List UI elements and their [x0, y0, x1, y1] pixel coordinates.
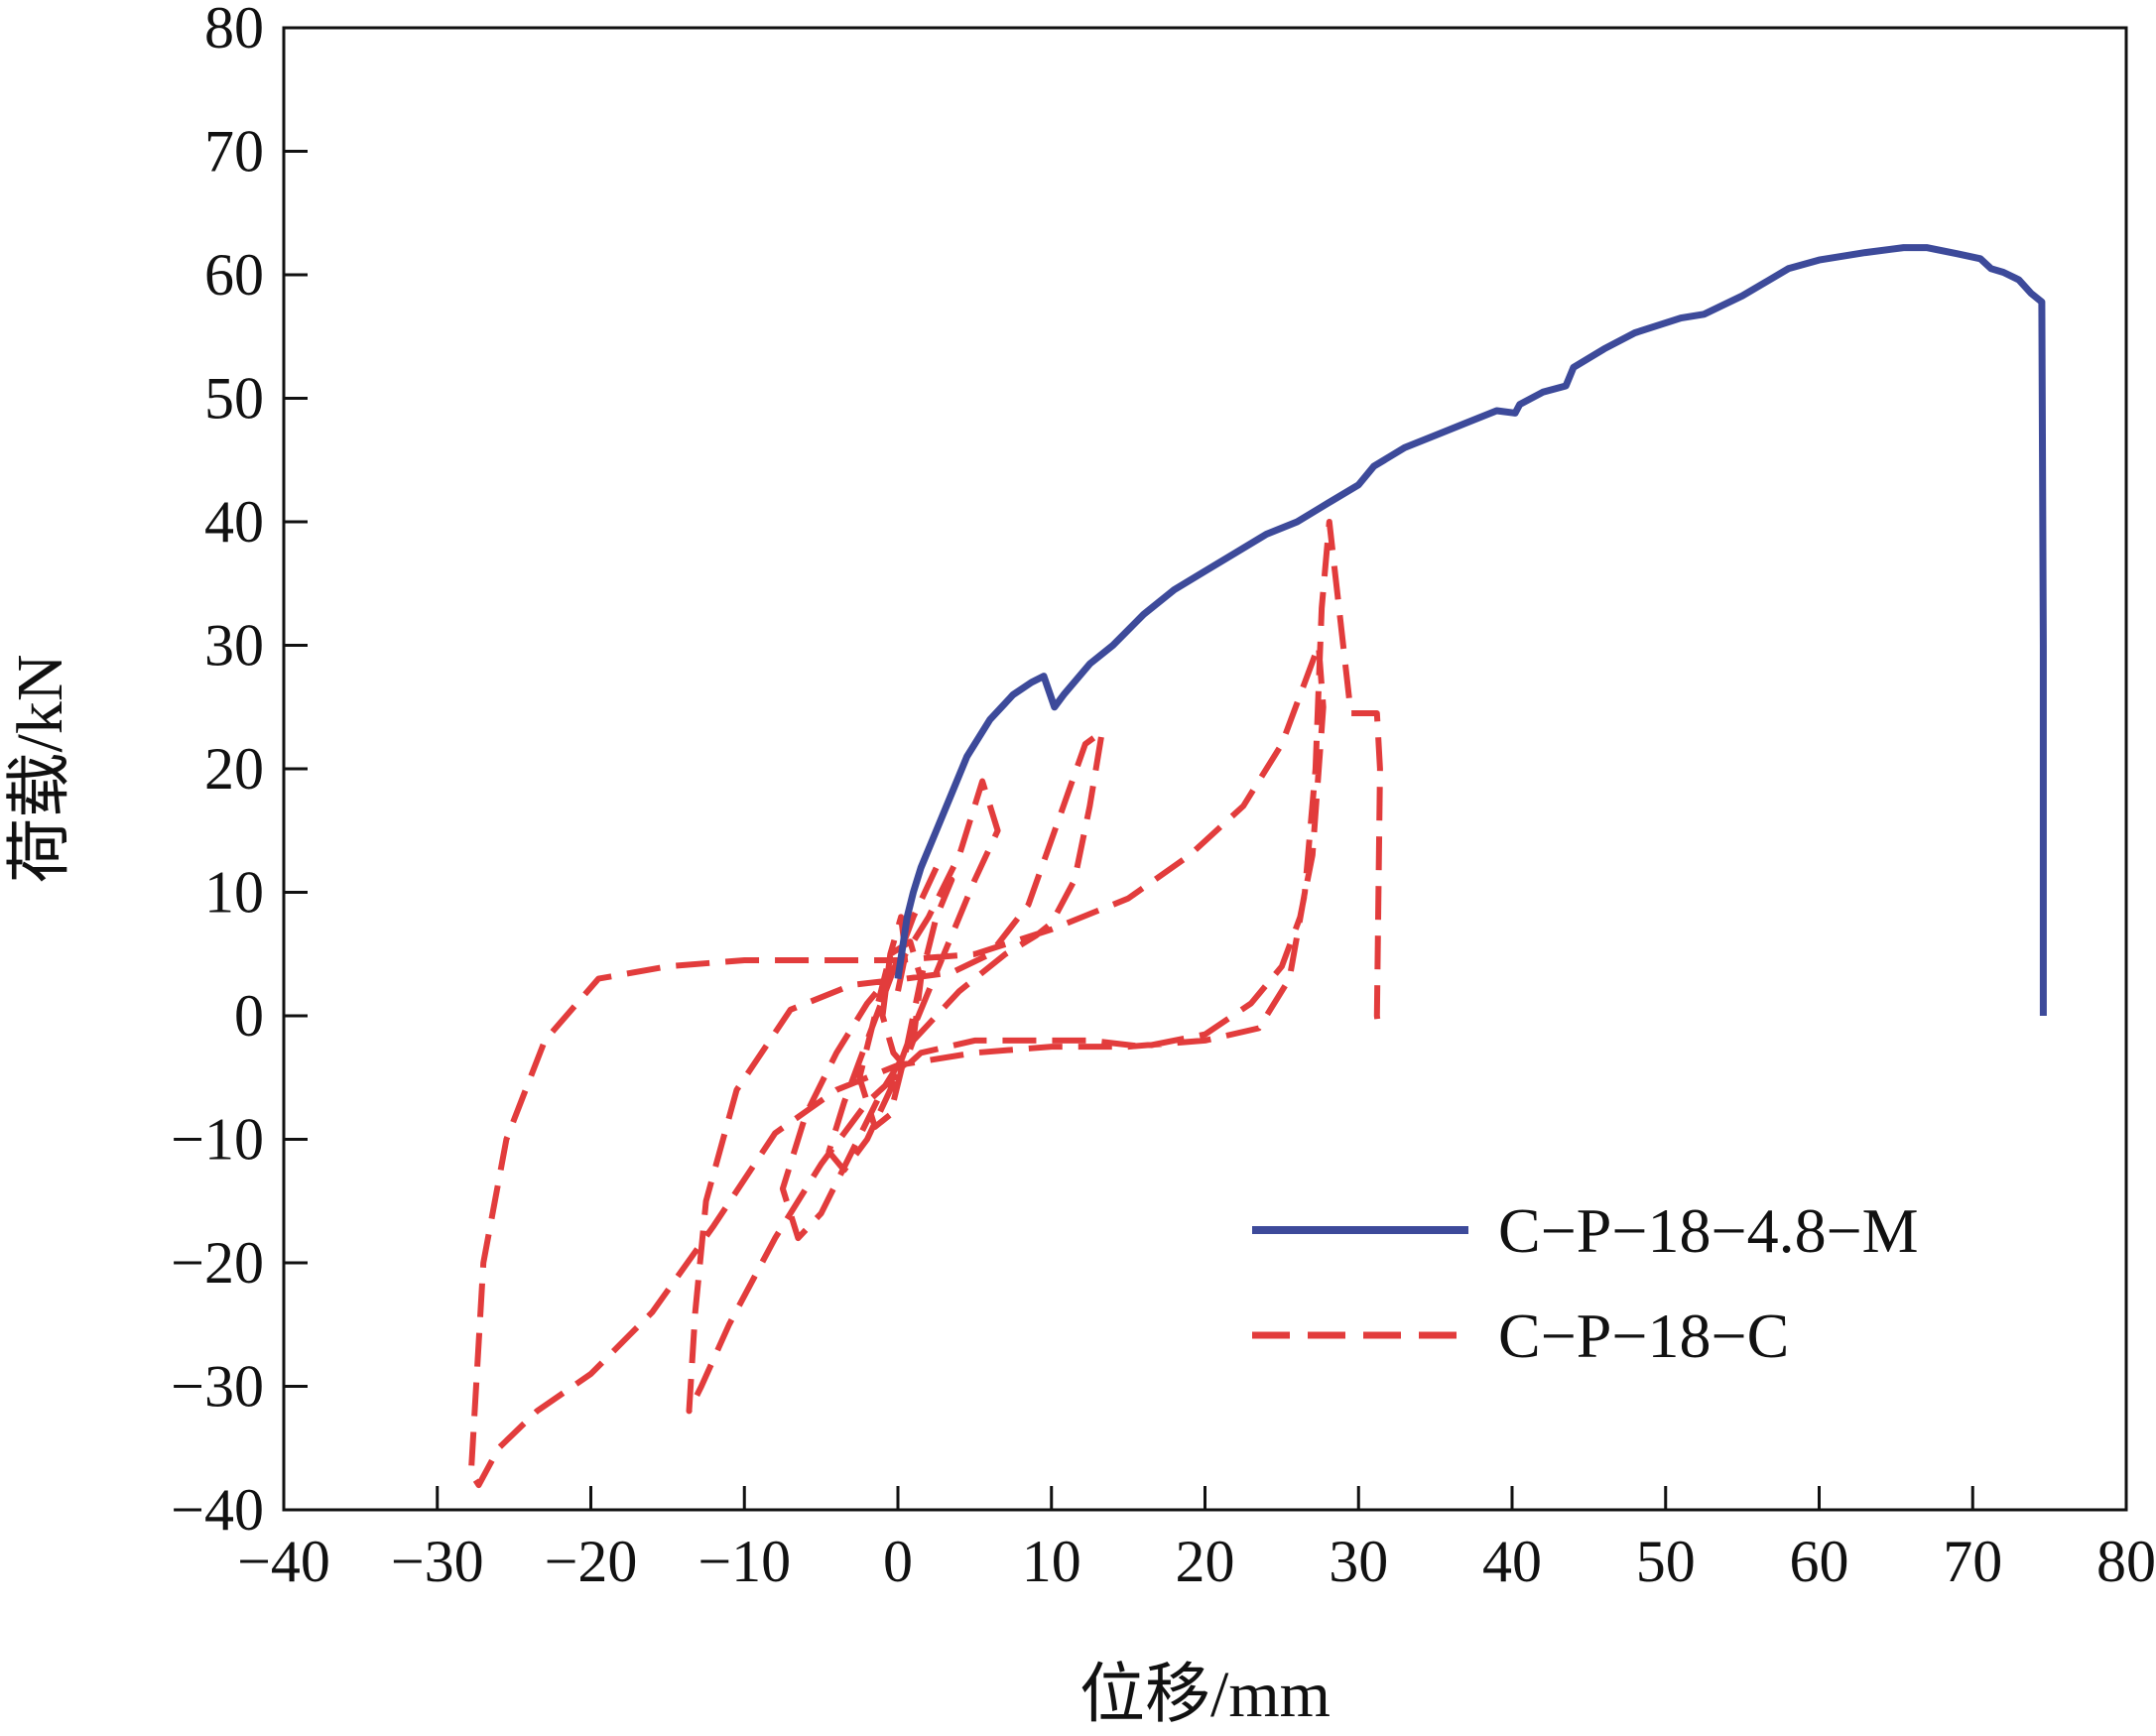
x-tick-label: 70: [1943, 1529, 2002, 1594]
y-tick-label: 80: [204, 0, 264, 61]
axis-ticks: −40 −30 −20 −10 0 10 20 30 40 50 60 70 80 −40 −30 −20 −1…: [171, 0, 2156, 1594]
y-tick-label: 0: [234, 983, 264, 1049]
series-layer: [467, 244, 2047, 1489]
y-tick-label: 70: [204, 119, 264, 185]
y-tick-label: −40: [171, 1477, 264, 1543]
legend-label-monotonic: C−P−18−4.8−M: [1498, 1195, 1919, 1266]
x-tick-label: −20: [545, 1529, 638, 1594]
legend-label-cyclic: C−P−18−C: [1498, 1301, 1789, 1371]
series-line-monotonic: [894, 244, 2047, 1016]
plot-border: [282, 26, 2128, 1512]
y-tick-label: 10: [204, 860, 264, 926]
plot-frame: [282, 26, 2128, 1512]
y-tick-label: 30: [204, 613, 264, 679]
y-tick-label: 20: [204, 736, 264, 802]
y-tick-label: −30: [171, 1354, 264, 1420]
x-tick-label: −30: [391, 1529, 484, 1594]
y-tick-label: 60: [204, 242, 264, 308]
x-tick-label: 60: [1790, 1529, 1849, 1594]
x-tick-label: −40: [237, 1529, 330, 1594]
legend: C−P−18−4.8−M C−P−18−C: [1252, 1195, 1919, 1371]
series-line-cyclic: [467, 519, 1383, 1489]
x-tick-label: −10: [698, 1529, 791, 1594]
x-axis-title: 位移/mm: [1079, 1659, 1331, 1731]
x-tick-label: 0: [883, 1529, 913, 1594]
x-tick-label: 10: [1022, 1529, 1081, 1594]
y-tick-label: 40: [204, 489, 264, 555]
y-tick-label: −10: [171, 1107, 264, 1173]
x-tick-label: 40: [1482, 1529, 1542, 1594]
x-tick-label: 20: [1176, 1529, 1235, 1594]
y-tick-label: −20: [171, 1230, 264, 1296]
y-axis-title: 荷载/kN: [4, 655, 76, 884]
x-tick-label: 50: [1636, 1529, 1696, 1594]
y-tick-label: 50: [204, 366, 264, 432]
x-tick-label: 30: [1329, 1529, 1388, 1594]
x-tick-label: 80: [2096, 1529, 2156, 1594]
